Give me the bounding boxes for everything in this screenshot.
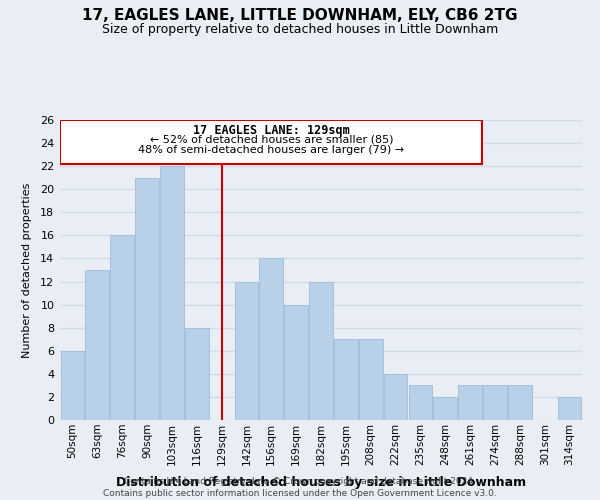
Text: ← 52% of detached houses are smaller (85): ← 52% of detached houses are smaller (85… [149,135,393,145]
Bar [259,258,283,420]
Bar [284,304,308,420]
Bar [483,386,507,420]
Bar [384,374,407,420]
Bar [235,282,258,420]
Text: Contains HM Land Registry data © Crown copyright and database right 2024.: Contains HM Land Registry data © Crown c… [124,478,476,486]
Bar [508,386,532,420]
Bar [135,178,159,420]
X-axis label: Distribution of detached houses by size in Little Downham: Distribution of detached houses by size … [116,476,526,489]
Bar [61,120,482,164]
Bar [110,236,134,420]
Bar [409,386,432,420]
Bar [458,386,482,420]
Text: 48% of semi-detached houses are larger (79) →: 48% of semi-detached houses are larger (… [138,146,404,156]
Bar [558,397,581,420]
Y-axis label: Number of detached properties: Number of detached properties [22,182,32,358]
Bar [334,339,358,420]
Text: 17 EAGLES LANE: 129sqm: 17 EAGLES LANE: 129sqm [193,124,350,137]
Bar [61,351,84,420]
Bar [185,328,209,420]
Bar [309,282,333,420]
Bar [160,166,184,420]
Text: Size of property relative to detached houses in Little Downham: Size of property relative to detached ho… [102,22,498,36]
Bar [85,270,109,420]
Text: 17, EAGLES LANE, LITTLE DOWNHAM, ELY, CB6 2TG: 17, EAGLES LANE, LITTLE DOWNHAM, ELY, CB… [82,8,518,22]
Text: Contains public sector information licensed under the Open Government Licence v3: Contains public sector information licen… [103,489,497,498]
Bar [359,339,383,420]
Bar [433,397,457,420]
